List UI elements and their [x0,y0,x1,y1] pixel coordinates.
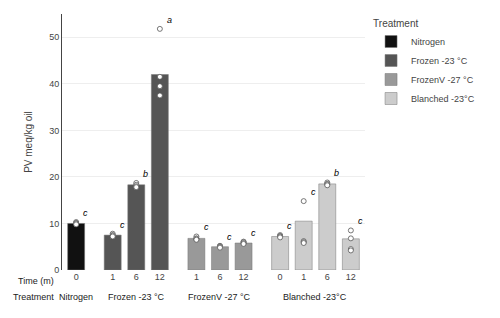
svg-text:40: 40 [49,79,59,89]
svg-text:0: 0 [278,272,283,282]
svg-text:6: 6 [217,272,222,282]
svg-text:10: 10 [49,219,59,229]
svg-text:12: 12 [346,272,356,282]
svg-text:6: 6 [134,272,139,282]
svg-text:Frozen -23 °C: Frozen -23 °C [411,56,468,66]
svg-text:Nitrogen: Nitrogen [411,37,445,47]
svg-text:0: 0 [74,272,79,282]
svg-text:c: c [251,228,256,238]
svg-text:b: b [143,169,148,179]
svg-text:b: b [334,168,339,178]
svg-text:Treatment: Treatment [13,292,54,302]
svg-text:0: 0 [54,265,59,275]
svg-text:20: 20 [49,172,59,182]
svg-text:Blanched -23°C: Blanched -23°C [411,94,475,104]
svg-text:a: a [167,15,172,25]
svg-text:c: c [204,222,209,232]
svg-text:FrozenV -27 °C: FrozenV -27 °C [188,292,251,302]
svg-text:Time (m): Time (m) [18,276,54,286]
svg-text:12: 12 [155,272,165,282]
svg-text:c: c [311,187,316,197]
svg-text:1: 1 [301,272,306,282]
svg-text:PV meq/kg oil: PV meq/kg oil [23,111,34,173]
svg-text:c: c [358,216,363,226]
svg-text:c: c [227,232,232,242]
svg-text:Frozen -23 °C: Frozen -23 °C [108,292,165,302]
svg-text:Blanched -23°C: Blanched -23°C [283,292,347,302]
svg-text:1: 1 [110,272,115,282]
svg-text:c: c [83,208,88,218]
svg-text:50: 50 [49,32,59,42]
svg-text:12: 12 [239,272,249,282]
svg-text:c: c [287,221,292,231]
svg-text:Nitrogen: Nitrogen [59,292,93,302]
svg-text:FrozenV -27 °C: FrozenV -27 °C [411,75,474,85]
svg-text:c: c [120,220,125,230]
svg-text:30: 30 [49,126,59,136]
svg-text:1: 1 [194,272,199,282]
svg-text:6: 6 [325,272,330,282]
svg-text:Treatment: Treatment [373,18,418,29]
